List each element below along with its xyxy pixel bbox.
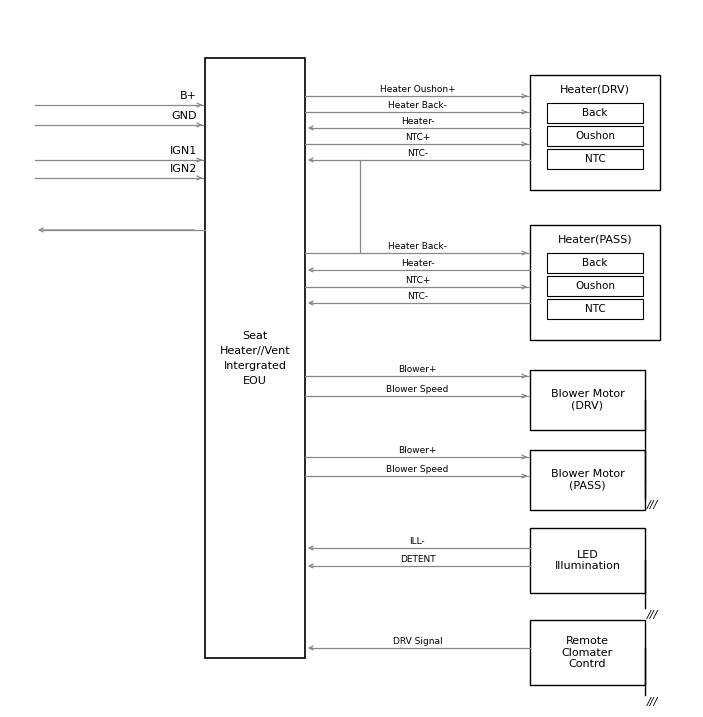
Bar (530, 75, 660, 190)
Text: NTC: NTC (585, 304, 605, 314)
Bar (547, 103, 643, 123)
Bar (547, 299, 643, 319)
Text: Seat: Seat (243, 331, 268, 341)
Text: Heater-: Heater- (401, 259, 434, 268)
Bar (530, 528, 645, 593)
Bar (547, 276, 643, 296)
Bar (530, 225, 660, 340)
Text: Oushon: Oushon (575, 131, 615, 141)
Text: ///: /// (647, 500, 658, 510)
Text: B+: B+ (180, 91, 197, 101)
Text: IGN2: IGN2 (169, 164, 197, 174)
Bar (530, 620, 645, 685)
Text: Remote
Clomater
Contrd: Remote Clomater Contrd (562, 636, 613, 669)
Bar (205, 58, 305, 658)
Text: Intergrated: Intergrated (224, 361, 287, 371)
Text: LED
Illumination: LED Illumination (555, 550, 621, 571)
Text: Blower Speed: Blower Speed (387, 385, 449, 394)
Text: Heater//Vent: Heater//Vent (219, 346, 290, 356)
Text: NTC-: NTC- (407, 292, 428, 301)
Text: Blower Motor
(PASS): Blower Motor (PASS) (550, 469, 624, 491)
Text: DRV Signal: DRV Signal (393, 637, 442, 646)
Bar (547, 126, 643, 146)
Text: ILL-: ILL- (410, 537, 425, 546)
Text: Heater(DRV): Heater(DRV) (560, 84, 630, 94)
Text: GND: GND (172, 111, 197, 121)
Text: NTC: NTC (585, 154, 605, 164)
Text: Blower Speed: Blower Speed (387, 465, 449, 474)
Text: EOU: EOU (243, 376, 267, 386)
Text: Heater Back-: Heater Back- (388, 101, 447, 110)
Bar (547, 253, 643, 273)
Text: Heater Back-: Heater Back- (388, 242, 447, 251)
Text: Heater-: Heater- (401, 117, 434, 126)
Text: Heater Oushon+: Heater Oushon+ (380, 85, 456, 94)
Text: Oushon: Oushon (575, 281, 615, 291)
Text: Blower+: Blower+ (399, 365, 437, 374)
Text: Blower+: Blower+ (399, 446, 437, 455)
Bar (530, 370, 645, 430)
Text: DETENT: DETENT (400, 555, 435, 564)
Bar (547, 149, 643, 169)
Text: Blower Motor
(DRV): Blower Motor (DRV) (550, 389, 624, 411)
Text: Back: Back (582, 258, 607, 268)
Text: Heater(PASS): Heater(PASS) (557, 234, 632, 244)
Text: ///: /// (647, 610, 658, 620)
Text: NTC+: NTC+ (405, 276, 430, 285)
Bar (530, 450, 645, 510)
Text: Back: Back (582, 108, 607, 118)
Text: ///: /// (647, 697, 658, 707)
Text: IGN1: IGN1 (169, 146, 197, 156)
Text: NTC-: NTC- (407, 149, 428, 158)
Text: NTC+: NTC+ (405, 133, 430, 142)
